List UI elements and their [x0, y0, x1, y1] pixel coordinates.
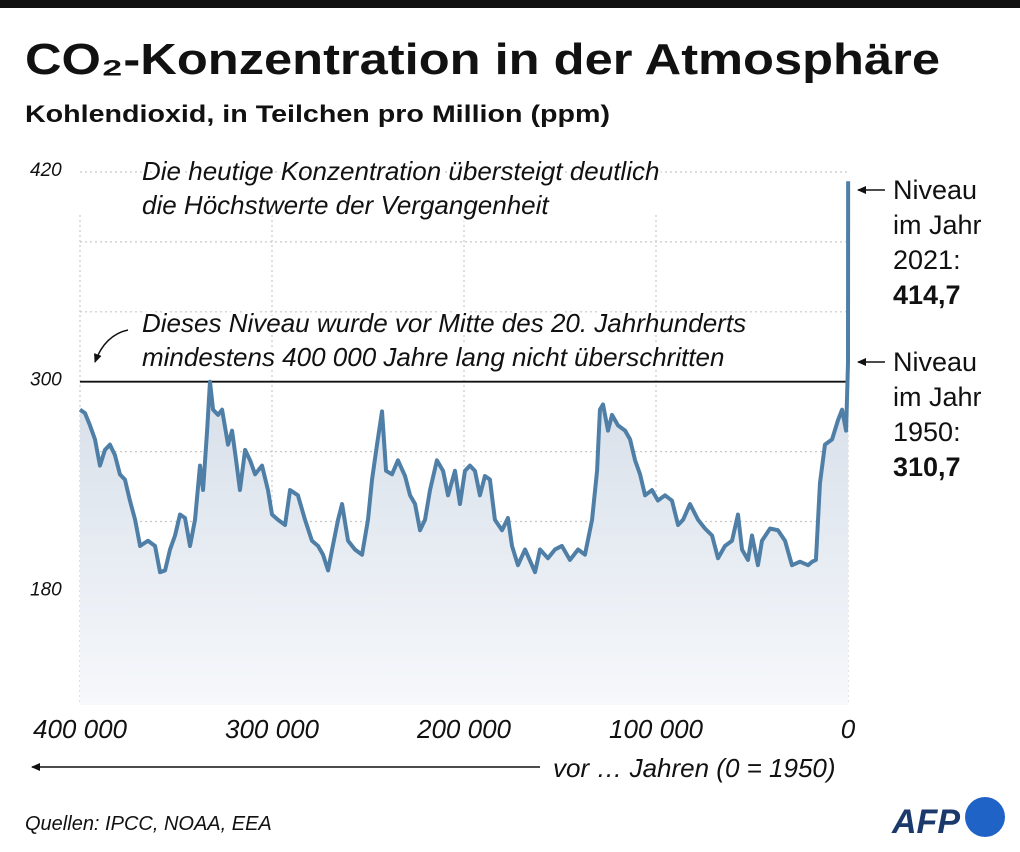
- chart-subtitle: Kohlendioxid, in Teilchen pro Million (p…: [25, 101, 610, 128]
- logo: AFP: [891, 803, 960, 841]
- annotation-arrow: [94, 329, 129, 363]
- chart-title: CO₂-Konzentration in der Atmosphäre: [25, 35, 940, 84]
- annotation: die Höchstwerte der Vergangenheit: [142, 190, 550, 220]
- x-tick-label: 100 000: [609, 714, 704, 744]
- x-axis-label: vor … Jahren (0 = 1950): [553, 753, 836, 783]
- logo-circle: [965, 797, 1005, 837]
- x-tick-label: 400 000: [33, 714, 128, 744]
- note-text: 2021:: [893, 245, 961, 275]
- top-bar: [0, 0, 1020, 8]
- source: Quellen: IPCC, NOAA, EEA: [25, 813, 272, 835]
- annotation: Die heutige Konzentration übersteigt deu…: [142, 156, 659, 186]
- line: [78, 181, 851, 575]
- y-tick-label: 300: [30, 370, 62, 391]
- annotation: mindestens 400 000 Jahre lang nicht über…: [142, 342, 724, 372]
- value-label: 414,7: [893, 280, 961, 310]
- annotation: Dieses Niveau wurde vor Mitte des 20. Ja…: [142, 308, 746, 338]
- y-tick-label: 180: [30, 579, 62, 600]
- area: [80, 181, 849, 705]
- note-text: im Jahr: [893, 210, 982, 240]
- x-tick-label: 200 000: [416, 714, 512, 744]
- note-text: Niveau: [893, 347, 977, 377]
- x-tick-label: 300 000: [225, 714, 320, 744]
- y-tick-label: 420: [30, 160, 62, 181]
- plot-area: 400 000 300 000 200 000 100 000 0 420 300 180 Di…: [30, 154, 982, 745]
- note-text: 1950:: [893, 417, 961, 447]
- note-text: im Jahr: [893, 382, 982, 412]
- x-tick-label: 0: [841, 714, 856, 744]
- value-label: 310,7: [893, 452, 961, 482]
- note-text: Niveau: [893, 175, 977, 205]
